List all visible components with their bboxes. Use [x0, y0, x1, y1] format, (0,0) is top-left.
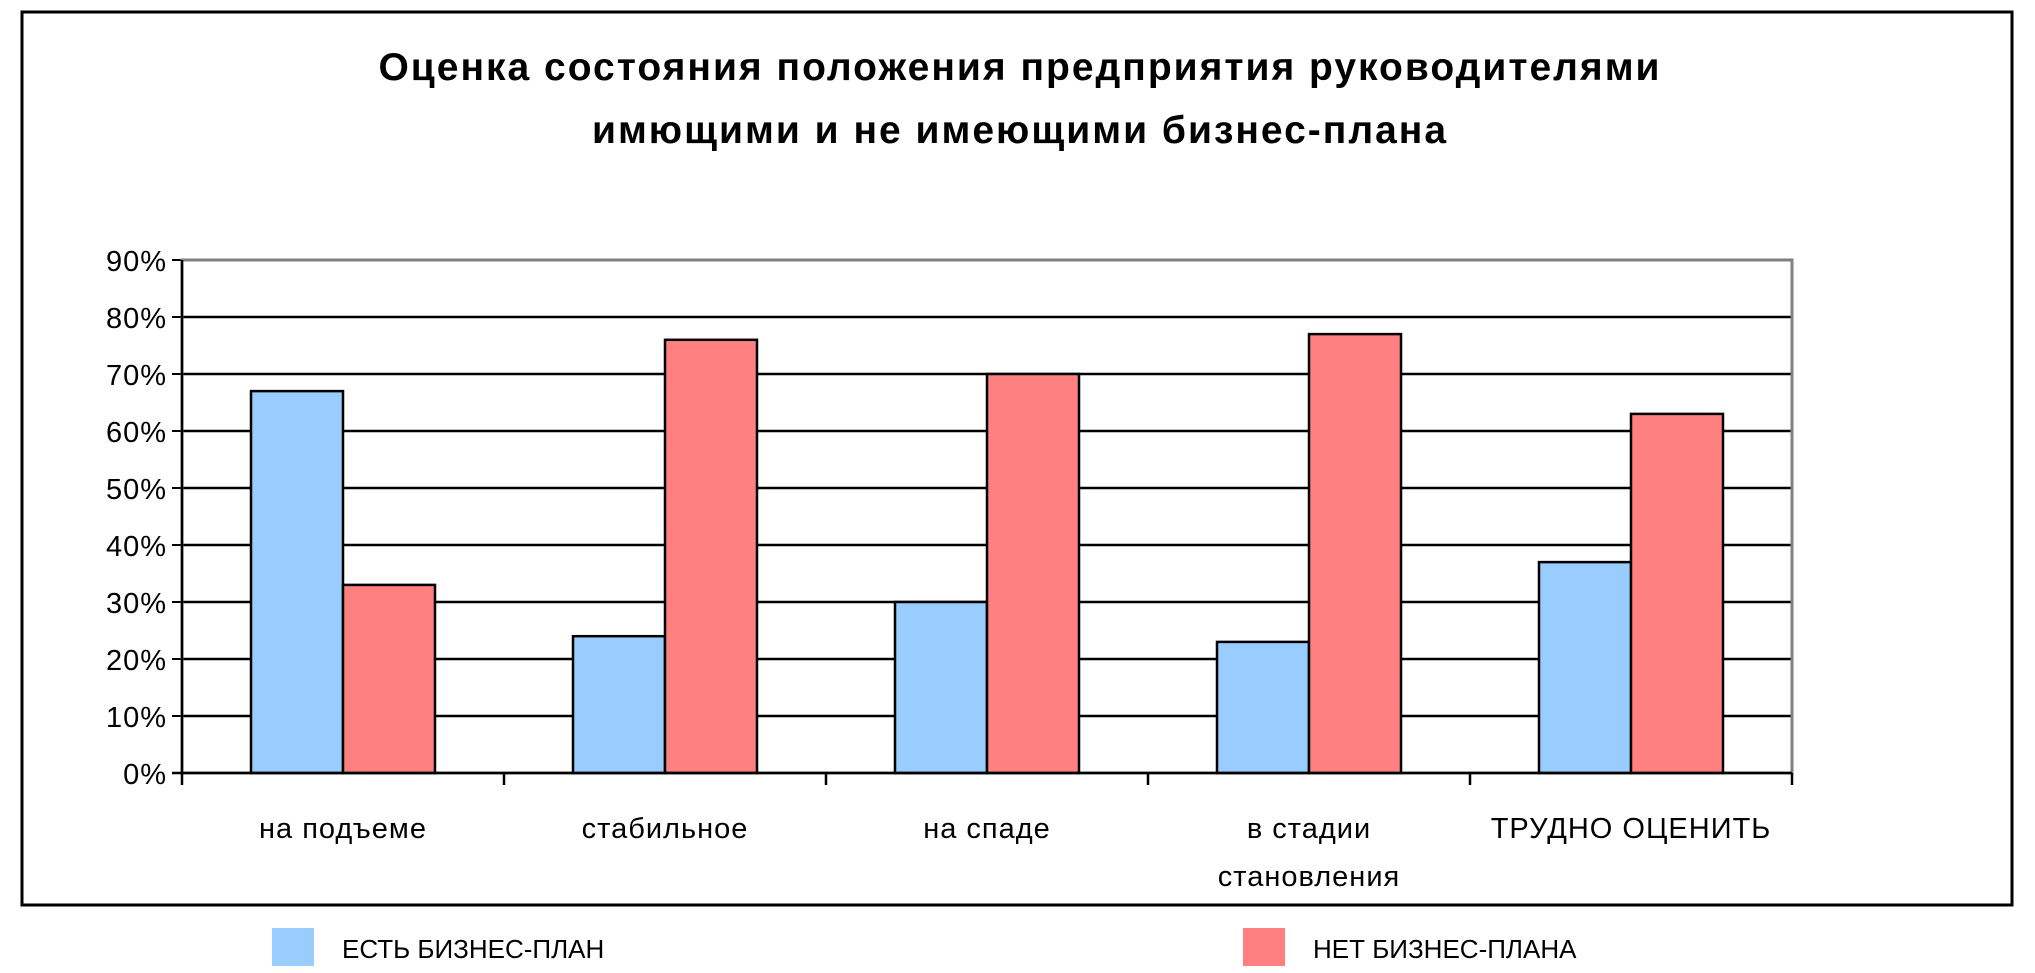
x-category-label: становления	[1218, 861, 1400, 893]
bar	[893, 600, 989, 775]
bar	[571, 634, 667, 775]
bar	[1629, 412, 1725, 775]
legend-swatch	[1243, 928, 1285, 966]
x-category-label: на спаде	[923, 813, 1051, 845]
legend-swatch	[272, 928, 314, 966]
bar	[985, 372, 1081, 775]
legend: ЕСТЬ БИЗНЕС-ПЛАН НЕТ БИЗНЕС-ПЛАНА	[272, 928, 1577, 966]
x-category-label: в стадии	[1247, 813, 1371, 845]
y-tick-label: 10%	[106, 702, 167, 734]
y-tick-label: 20%	[106, 645, 167, 677]
bar	[663, 338, 759, 775]
y-tick-label: 0%	[123, 759, 167, 791]
x-category-label: ТРУДНО ОЦЕНИТЬ	[1491, 813, 1772, 845]
bar	[341, 583, 437, 775]
x-category-label: стабильное	[582, 813, 749, 845]
y-tick-label: 50%	[106, 474, 167, 506]
legend-label: НЕТ БИЗНЕС-ПЛАНА	[1313, 934, 1577, 964]
legend-label: ЕСТЬ БИЗНЕС-ПЛАН	[342, 934, 604, 964]
bar	[1215, 640, 1311, 775]
bar	[249, 389, 345, 775]
chart-title-line: Оценка состояния положения предприятия р…	[378, 46, 1661, 89]
bar	[1307, 332, 1403, 775]
chart-title: Оценка состояния положения предприятия р…	[378, 46, 1661, 152]
y-tick-label: 90%	[106, 246, 167, 278]
bar	[1537, 560, 1633, 775]
y-tick-label: 80%	[106, 303, 167, 335]
x-category-label: на подъеме	[259, 813, 427, 845]
y-tick-label: 30%	[106, 588, 167, 620]
chart-title-line: имющими и не имеющими бизнес-плана	[592, 109, 1448, 152]
plot-area: 0% 10% 20% 30% 40% 50% 60% 70% 80% 90% на подъеме с…	[106, 246, 1794, 893]
y-tick-label: 40%	[106, 531, 167, 563]
y-tick-label: 70%	[106, 360, 167, 392]
y-tick-label: 60%	[106, 417, 167, 449]
